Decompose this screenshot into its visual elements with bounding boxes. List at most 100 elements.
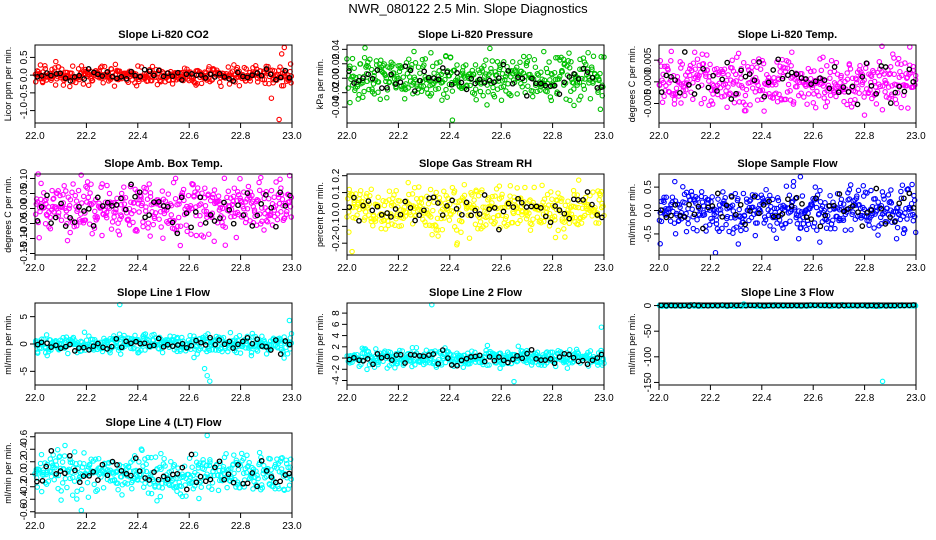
data-point xyxy=(52,214,59,221)
data-point xyxy=(109,73,116,80)
data-point xyxy=(779,75,786,82)
data-point xyxy=(207,71,214,78)
data-point xyxy=(566,220,573,227)
data-point xyxy=(514,64,520,71)
y-tick-label: -0.04 xyxy=(331,95,342,118)
data-point xyxy=(509,80,516,87)
data-point xyxy=(378,57,384,64)
data-point xyxy=(782,65,788,71)
data-point xyxy=(434,60,440,66)
data-point xyxy=(84,479,91,486)
data-point xyxy=(183,71,190,78)
data-point xyxy=(544,191,551,198)
outlier-point xyxy=(286,317,293,324)
data-point xyxy=(216,198,222,204)
data-point xyxy=(496,212,502,219)
data-point xyxy=(64,237,71,244)
data-point xyxy=(785,59,792,65)
data-point xyxy=(228,214,234,220)
data-point xyxy=(460,364,467,371)
data-point xyxy=(522,184,528,191)
data-point xyxy=(59,459,66,465)
data-point xyxy=(402,63,409,70)
data-point xyxy=(225,64,232,70)
data-point xyxy=(139,200,145,206)
data-point xyxy=(38,180,44,187)
data-point xyxy=(414,81,420,87)
series-ref xyxy=(34,181,293,237)
data-point xyxy=(738,67,744,74)
y-axis-label: ml/min per min. xyxy=(627,313,637,375)
data-point xyxy=(832,225,838,232)
data-point xyxy=(64,484,70,491)
data-point xyxy=(156,216,162,222)
data-point xyxy=(234,189,241,195)
data-point xyxy=(435,76,442,83)
data-point xyxy=(584,189,591,195)
data-point xyxy=(459,211,465,218)
data-point xyxy=(593,220,599,226)
data-point xyxy=(590,53,597,60)
data-point xyxy=(154,498,160,504)
x-tick-label: 23.0 xyxy=(282,131,302,142)
data-point xyxy=(863,60,870,67)
data-point xyxy=(677,89,683,96)
data-point xyxy=(589,66,595,73)
x-tick-label: 22.8 xyxy=(231,131,251,142)
data-point xyxy=(895,55,902,62)
data-point xyxy=(384,95,390,101)
data-point xyxy=(542,82,549,89)
x-tick-label: 22.0 xyxy=(25,263,45,274)
data-point xyxy=(600,203,606,209)
data-point xyxy=(251,207,258,213)
y-tick-label: -4 xyxy=(331,376,342,385)
data-point xyxy=(406,74,413,80)
outlier-point xyxy=(281,44,288,51)
data-point xyxy=(866,222,872,229)
data-point xyxy=(351,65,357,71)
data-point xyxy=(230,78,237,84)
data-point xyxy=(159,188,166,194)
data-point xyxy=(439,65,446,71)
data-point xyxy=(875,232,881,238)
data-point xyxy=(871,78,878,85)
data-point xyxy=(844,70,850,76)
data-point xyxy=(477,219,484,225)
data-point xyxy=(78,486,85,493)
data-point xyxy=(690,96,696,103)
data-point xyxy=(226,206,233,213)
data-point xyxy=(683,228,690,235)
data-point xyxy=(559,69,566,75)
data-point xyxy=(668,73,674,80)
data-point xyxy=(571,71,577,77)
data-point xyxy=(76,203,82,210)
data-point xyxy=(88,181,94,187)
data-point xyxy=(526,210,532,216)
data-point xyxy=(152,454,159,460)
data-point xyxy=(481,79,488,86)
series-all xyxy=(32,171,295,249)
data-point xyxy=(140,219,146,225)
data-point xyxy=(660,71,666,78)
data-point xyxy=(147,233,153,239)
data-point xyxy=(773,81,779,88)
data-point xyxy=(565,58,572,64)
data-point xyxy=(94,194,101,201)
plot-frame xyxy=(34,44,293,124)
y-tick-label: 8 xyxy=(331,310,342,316)
data-point xyxy=(277,189,284,196)
data-point xyxy=(480,92,486,99)
data-point xyxy=(873,101,880,107)
panel-title: Slope Li-820 Temp. xyxy=(738,29,837,41)
data-point xyxy=(824,63,830,69)
data-point xyxy=(231,213,238,220)
x-tick-label: 23.0 xyxy=(594,393,614,404)
data-point xyxy=(85,82,92,89)
data-point xyxy=(896,83,903,90)
data-point xyxy=(773,90,779,96)
data-point xyxy=(468,75,475,82)
data-point xyxy=(440,91,447,97)
data-point xyxy=(380,198,386,204)
data-point xyxy=(679,61,686,67)
data-point xyxy=(509,219,516,226)
